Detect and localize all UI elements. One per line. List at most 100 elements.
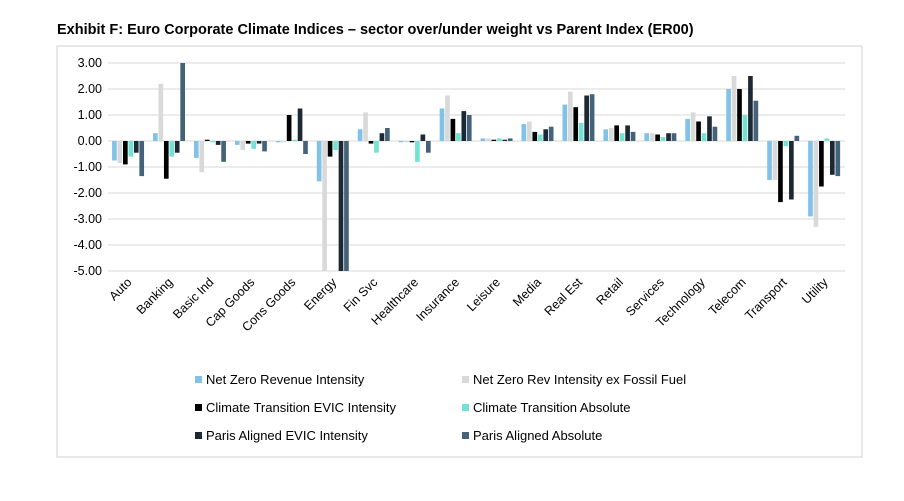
bar <box>748 76 753 141</box>
bar <box>742 115 748 141</box>
bar <box>772 141 778 180</box>
bar <box>158 83 164 141</box>
bar <box>731 76 737 141</box>
y-tick-label: -3.00 <box>74 212 103 226</box>
bar <box>445 95 450 141</box>
bar <box>507 138 513 141</box>
bar <box>630 131 636 141</box>
bar <box>117 141 123 164</box>
bar <box>649 133 655 141</box>
x-tick-label: Fin Svc <box>341 275 380 314</box>
bar <box>327 141 333 157</box>
bar <box>496 138 502 141</box>
bar <box>819 141 824 187</box>
bar <box>240 141 246 151</box>
y-tick-label: 2.00 <box>78 82 102 96</box>
x-tick-label: Auto <box>107 275 135 303</box>
legend-label: Paris Aligned EVIC Intensity <box>206 428 368 443</box>
bar <box>262 141 267 152</box>
bar <box>589 94 595 141</box>
bar <box>701 133 707 141</box>
bar <box>174 141 180 153</box>
bar <box>548 126 554 141</box>
bar <box>292 139 297 141</box>
legend-swatch <box>195 432 202 439</box>
bar <box>415 141 420 162</box>
bar <box>234 141 240 145</box>
bar <box>363 112 368 141</box>
bar <box>333 141 338 151</box>
legend-label: Net Zero Revenue Intensity <box>206 372 365 387</box>
legend-swatch <box>195 376 202 383</box>
bar <box>316 141 322 182</box>
bar <box>297 108 303 141</box>
bar <box>256 141 262 144</box>
bar <box>338 141 344 271</box>
bar <box>526 121 532 141</box>
y-tick-label: 3.00 <box>78 56 102 70</box>
bar <box>169 141 175 157</box>
bar <box>379 133 385 141</box>
bar <box>608 128 614 141</box>
y-tick-label: -1.00 <box>74 160 103 174</box>
bar <box>128 141 134 157</box>
x-tick-label: Banking <box>134 275 176 317</box>
bar <box>671 133 677 141</box>
bar <box>491 139 497 141</box>
y-tick-label: -2.00 <box>74 186 103 200</box>
bar <box>204 139 210 141</box>
bar <box>450 118 456 141</box>
bar <box>461 111 467 141</box>
x-tick-label: Utility <box>799 275 831 307</box>
bar <box>139 141 145 177</box>
bar <box>215 141 221 145</box>
bar <box>193 141 199 158</box>
legend-swatch <box>462 432 469 439</box>
legend-label: Paris Aligned Absolute <box>473 428 602 443</box>
bar <box>480 138 486 141</box>
bar <box>426 141 431 153</box>
bar <box>521 124 527 141</box>
bar <box>578 122 584 141</box>
bar <box>666 133 671 141</box>
bar <box>466 115 472 141</box>
bar <box>420 134 426 141</box>
bar <box>251 141 256 149</box>
bar <box>660 137 666 141</box>
bar <box>835 141 841 177</box>
bar <box>562 104 568 141</box>
bar <box>619 133 625 141</box>
y-tick-label: -5.00 <box>74 264 103 278</box>
bar <box>567 91 573 141</box>
bar <box>409 141 415 143</box>
bar <box>696 121 701 141</box>
bar <box>374 141 379 153</box>
bar <box>813 141 819 227</box>
bar <box>783 141 789 147</box>
bar <box>221 141 226 162</box>
bar <box>603 129 609 141</box>
bar <box>180 63 185 141</box>
bar <box>357 129 363 141</box>
bar <box>368 141 374 144</box>
bar <box>789 141 794 200</box>
bar <box>794 135 800 141</box>
bar <box>281 141 286 143</box>
y-tick-label: 0.00 <box>78 134 102 148</box>
x-tick-label: Energy <box>301 275 339 313</box>
chart-frame <box>56 45 863 458</box>
bar <box>502 139 508 141</box>
bar <box>778 141 783 203</box>
x-tick-label: Real Est <box>542 275 586 319</box>
x-tick-label: Insurance <box>413 275 462 324</box>
bar <box>275 141 281 143</box>
x-tick-label: Transport <box>742 275 790 323</box>
bar <box>486 138 491 141</box>
bar <box>210 141 216 143</box>
bar <box>199 141 205 173</box>
bar <box>737 89 742 141</box>
y-tick-label: 1.00 <box>78 108 102 122</box>
legend-label: Climate Transition Absolute <box>473 400 631 415</box>
bar <box>543 129 549 141</box>
